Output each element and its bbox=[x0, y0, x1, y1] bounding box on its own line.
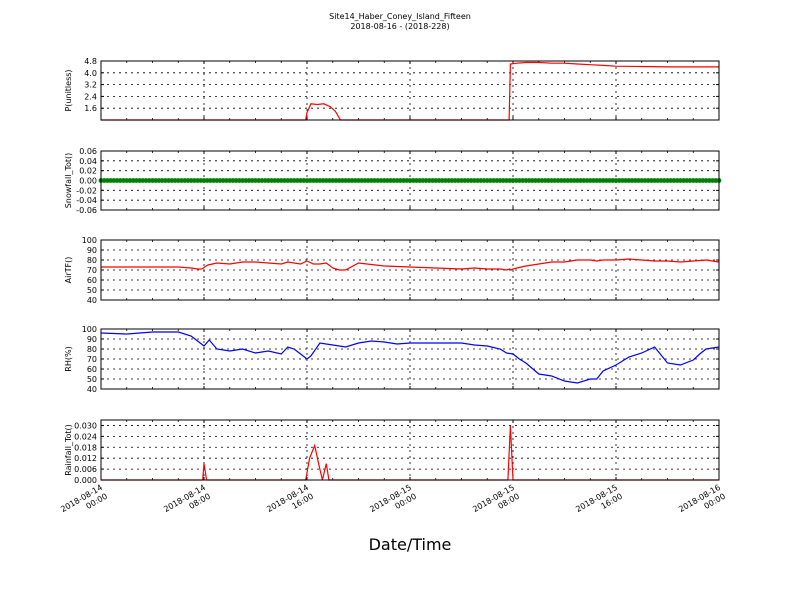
y-tick-label: 80 bbox=[87, 256, 97, 265]
y-tick-label: 80 bbox=[87, 345, 97, 354]
y-tick-label: 100 bbox=[82, 236, 97, 245]
y-tick-label: 4.0 bbox=[84, 69, 97, 78]
y-axis-label: RH(%) bbox=[64, 346, 73, 371]
y-axis-label: P(unitless) bbox=[64, 69, 73, 111]
panel-frame bbox=[100, 239, 720, 301]
chart-subtitle: 2018-08-16 - (2018-228) bbox=[350, 22, 449, 31]
y-tick-label: 1.6 bbox=[84, 104, 97, 113]
panel-1: 1.6 2.4 3.2 4.0 4.8 P(unitless) bbox=[64, 57, 720, 121]
y-tick-label: 40 bbox=[87, 385, 97, 394]
y-tick-label: -0.06 bbox=[76, 206, 97, 215]
y-tick-label: 90 bbox=[87, 335, 97, 344]
y-tick-label: -0.02 bbox=[76, 186, 97, 195]
panel-2: -0.06-0.04-0.020.000.020.040.06 Snowfall_… bbox=[64, 147, 722, 215]
y-tick-label: 0.018 bbox=[74, 443, 97, 452]
y-tick-label: 0.00 bbox=[79, 177, 97, 186]
y-tick-label: 0.06 bbox=[79, 147, 97, 156]
y-tick-label: 0.04 bbox=[79, 157, 97, 166]
y-axis-label: AirTF() bbox=[64, 257, 73, 284]
y-tick-label: 0.012 bbox=[74, 454, 97, 463]
rh-series-line bbox=[100, 331, 720, 384]
y-tick-label: 50 bbox=[87, 375, 97, 384]
y-axis-label: Rainfall_Tot() bbox=[64, 424, 73, 476]
rainfalltot-series-line bbox=[101, 425, 719, 481]
panel-5: 0.000 0.006 0.012 0.018 0.024 0.030Rainfall_T… bbox=[64, 419, 720, 485]
y-tick-label: 0.000 bbox=[74, 476, 97, 485]
y-tick-label: 3.2 bbox=[84, 81, 97, 90]
y-tick-label: 50 bbox=[87, 286, 97, 295]
y-tick-label: 70 bbox=[87, 266, 97, 275]
y-tick-label: 0.024 bbox=[74, 432, 97, 441]
x-axis-label: Date/Time bbox=[369, 535, 452, 554]
panel-frame bbox=[100, 419, 720, 481]
y-tick-label: 4.8 bbox=[84, 57, 97, 66]
y-axis-label: Snowfall_Tot() bbox=[64, 153, 73, 209]
chart-title: Site14_Haber_Coney_Island_Fifteen bbox=[329, 12, 471, 21]
y-tick-label: 2.4 bbox=[84, 92, 97, 101]
y-tick-label: 40 bbox=[87, 296, 97, 305]
y-tick-label: 0.030 bbox=[74, 421, 97, 430]
panel-frame bbox=[100, 150, 720, 211]
y-tick-label: 70 bbox=[87, 355, 97, 364]
punitless-series-line bbox=[101, 61, 719, 121]
panel-frame bbox=[100, 328, 720, 390]
y-tick-label: 60 bbox=[87, 365, 97, 374]
y-tick-label: 0.02 bbox=[79, 167, 97, 176]
y-tick-label: 100 bbox=[82, 325, 97, 334]
panels: 1.6 2.4 3.2 4.0 4.8 P(unitless) -0.06-0.04-0.0… bbox=[64, 57, 722, 485]
y-tick-label: 90 bbox=[87, 246, 97, 255]
y-tick-label: -0.04 bbox=[76, 196, 97, 205]
y-tick-label: 60 bbox=[87, 276, 97, 285]
airtf-series-line bbox=[101, 258, 720, 271]
y-tick-label: 0.006 bbox=[74, 465, 97, 474]
panel-frame bbox=[100, 60, 720, 121]
